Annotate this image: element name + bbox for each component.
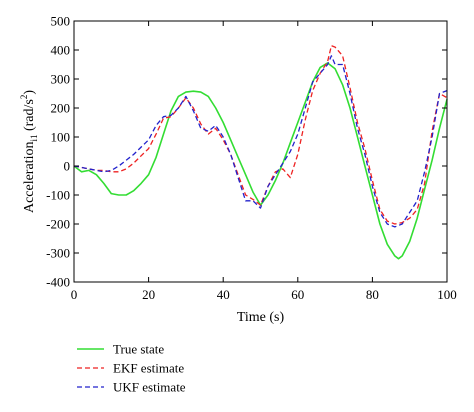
legend-entry: UKF estimate <box>113 380 186 395</box>
series-line-1 <box>73 45 448 225</box>
x-tick-label: 100 <box>437 287 457 302</box>
y-tick-label: -300 <box>46 246 70 261</box>
y-tick-label: 300 <box>51 72 71 87</box>
plot-frame <box>73 20 448 283</box>
y-axis-label-unit: (rad/s <box>22 99 37 134</box>
legend: True state EKF estimate UKF estimate <box>77 342 186 395</box>
series-line-2 <box>73 55 448 228</box>
y-axis-label: Accelerationi1 (rad/s2) <box>19 90 39 213</box>
series-lines <box>73 45 448 260</box>
y-tick-label: 200 <box>51 101 71 116</box>
axis-ticks <box>73 20 448 283</box>
y-tick-label: 100 <box>51 130 71 145</box>
x-tick-label: 0 <box>71 287 78 302</box>
y-tick-label: 500 <box>51 14 71 29</box>
y-axis-label-subscript: i1 <box>29 135 39 142</box>
series-line-0 <box>73 62 448 260</box>
x-tick-label: 40 <box>217 287 230 302</box>
legend-entry: True state <box>113 342 164 357</box>
x-axis-label: Time (s) <box>237 310 285 325</box>
legend-entry: EKF estimate <box>113 361 184 376</box>
y-tick-label: 0 <box>64 159 71 174</box>
x-tick-label: 80 <box>366 287 379 302</box>
y-tick-label: 400 <box>51 43 71 58</box>
x-tick-label: 60 <box>291 287 304 302</box>
y-axis-label-unit-close: ) <box>22 90 37 95</box>
y-axis-label-superscript: 2 <box>19 95 29 100</box>
y-tick-label: -400 <box>46 275 70 290</box>
y-tick-label: -100 <box>46 188 70 203</box>
x-tick-label: 20 <box>142 287 155 302</box>
axis-tick-labels: 0 20 40 60 80 100 -400 -300 -200 -100 0 100 200 300 40… <box>46 14 457 303</box>
y-axis-label-main: Acceleration <box>22 142 37 214</box>
y-tick-label: -200 <box>46 217 70 232</box>
